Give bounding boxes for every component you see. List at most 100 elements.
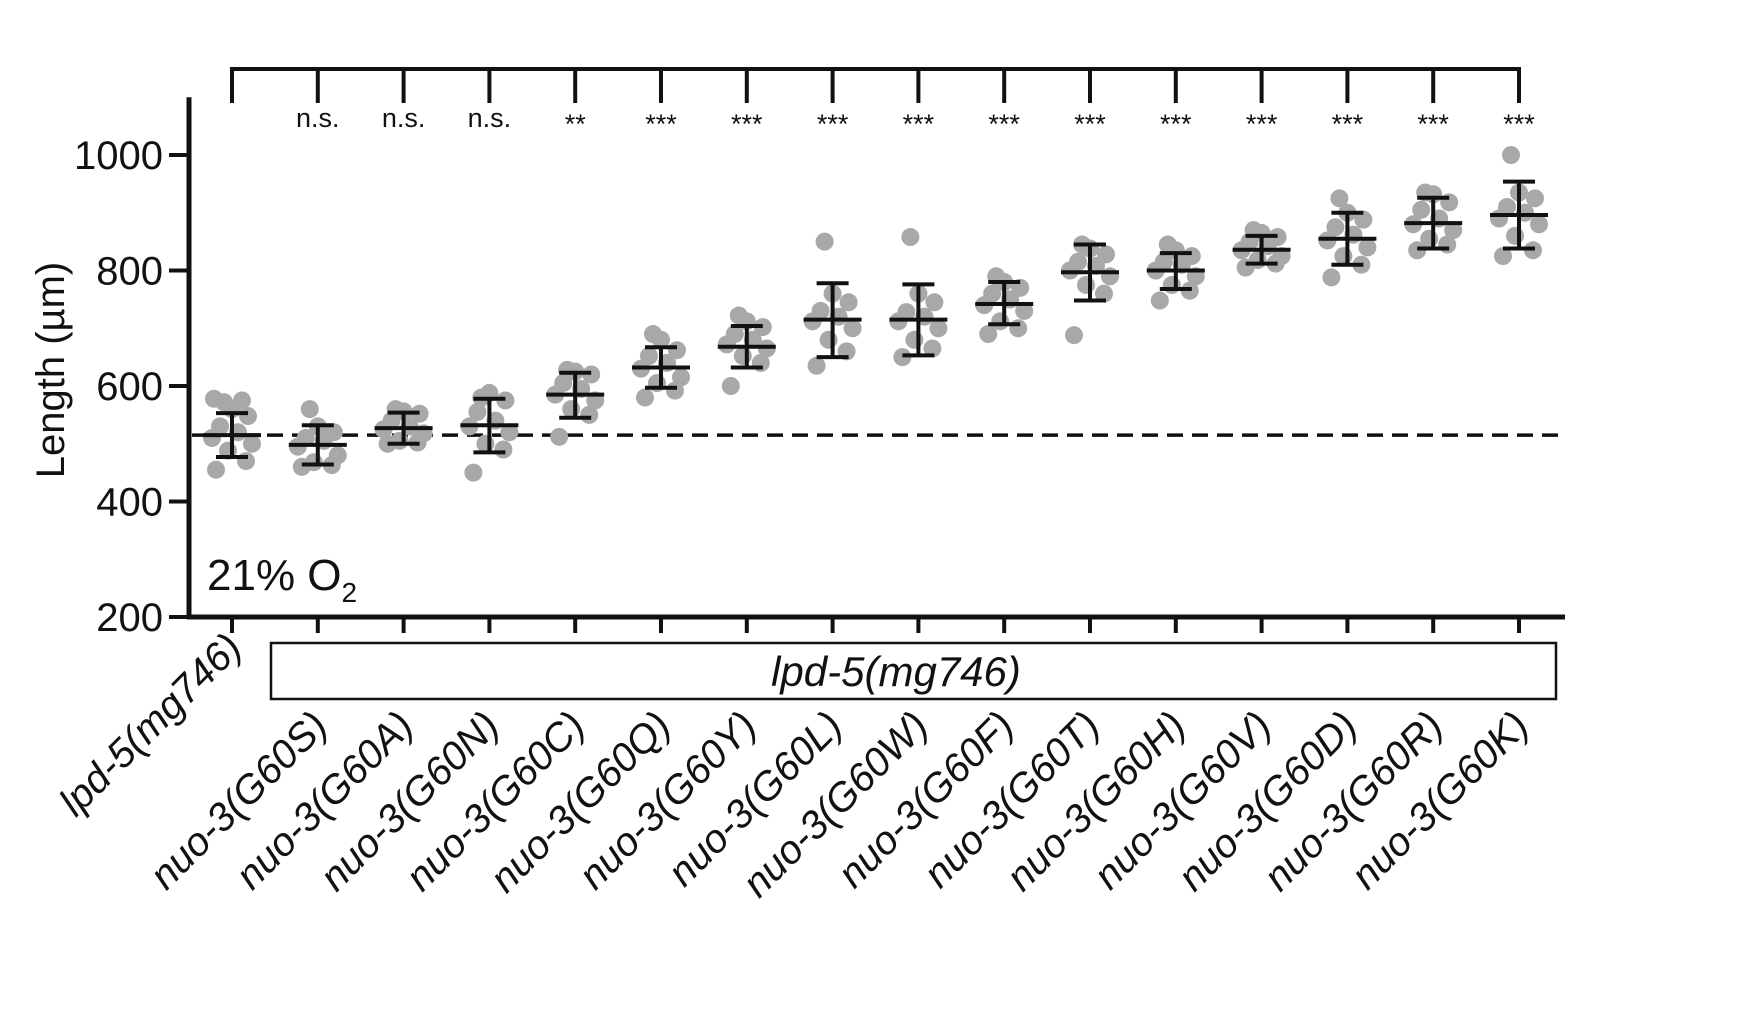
data-point	[1354, 210, 1373, 229]
data-point	[550, 427, 569, 446]
data-point	[328, 446, 347, 465]
data-point	[819, 330, 838, 349]
data-point	[815, 232, 834, 251]
data-point	[496, 391, 515, 410]
data-point	[233, 391, 251, 410]
significance-label: ***	[1503, 109, 1535, 139]
data-point	[500, 423, 519, 442]
data-point	[1334, 247, 1353, 266]
significance-label: n.s.	[382, 103, 426, 133]
data-point	[897, 303, 916, 322]
data-point	[636, 388, 654, 407]
significance-label: n.s.	[468, 103, 512, 133]
data-point	[1069, 252, 1087, 271]
data-point	[729, 306, 748, 325]
data-point	[1077, 275, 1095, 294]
significance-label: ***	[988, 109, 1020, 139]
data-point	[991, 312, 1010, 331]
y-axis: 200 400 600 800 1000	[74, 97, 1565, 640]
y-tick-label: 1000	[74, 134, 163, 178]
data-point	[300, 400, 319, 419]
condition-subscript: 2	[342, 577, 358, 608]
data-point	[1412, 200, 1431, 219]
significance-label: ***	[1074, 109, 1106, 139]
data-point	[1444, 221, 1463, 240]
data-point	[721, 377, 740, 395]
y-tick-label: 600	[96, 365, 163, 409]
data-point	[811, 301, 830, 320]
data-point	[1322, 268, 1341, 287]
significance-label: ***	[903, 109, 935, 139]
data-point	[243, 434, 261, 453]
data-point	[1326, 218, 1345, 237]
significance-label: ***	[1332, 109, 1364, 139]
data-point	[1498, 197, 1516, 216]
data-point	[901, 228, 920, 247]
data-point	[843, 319, 862, 338]
y-tick-label: 800	[96, 250, 163, 294]
y-tick-label: 200	[96, 596, 163, 640]
significance-labels: n.s. n.s. n.s. ** *** *** *** *** *** *** *** *** **…	[296, 103, 1535, 139]
data-point	[640, 346, 658, 365]
data-point	[304, 453, 323, 472]
y-tick-label: 400	[96, 481, 163, 525]
data-point	[1015, 301, 1034, 320]
data-point	[324, 423, 343, 442]
significance-label: ***	[731, 109, 763, 139]
data-point	[668, 341, 686, 360]
significance-label: **	[565, 109, 587, 139]
significance-label: ***	[645, 109, 677, 139]
data-point	[211, 417, 229, 436]
data-point	[1420, 229, 1439, 248]
data-point	[983, 284, 1002, 303]
data-point	[296, 428, 315, 447]
condition-prefix: 21% O	[207, 551, 342, 600]
data-point	[476, 434, 495, 453]
significance-label: ***	[1160, 109, 1192, 139]
data-point	[468, 402, 487, 421]
comparison-bracket	[230, 67, 1521, 103]
error-bars	[203, 179, 1548, 467]
data-point	[644, 325, 662, 344]
significance-label: ***	[1417, 109, 1449, 139]
data-point	[979, 325, 998, 344]
data-point	[1494, 247, 1512, 266]
data-point	[1330, 189, 1349, 208]
data-point	[923, 339, 942, 358]
group-label: lpd-5(mg746)	[771, 648, 1021, 695]
significance-label: n.s.	[296, 103, 340, 133]
data-point	[1065, 326, 1083, 345]
data-point	[1009, 319, 1028, 338]
data-point	[725, 325, 744, 344]
data-point	[464, 463, 483, 482]
data-point	[807, 356, 826, 375]
data-point	[1182, 247, 1201, 266]
data-point	[1502, 146, 1520, 164]
data-point	[207, 460, 225, 479]
data-point	[839, 293, 858, 312]
data-point	[1526, 189, 1544, 208]
condition-label: 21% O2	[207, 551, 357, 608]
y-axis-label: Length (µm)	[29, 262, 73, 478]
data-point	[1150, 291, 1169, 310]
data-point	[494, 440, 513, 459]
data-point	[1095, 284, 1113, 303]
data-point	[905, 330, 924, 349]
data-point	[1158, 235, 1177, 254]
significance-label: ***	[1246, 109, 1278, 139]
data-point	[1530, 215, 1548, 234]
data-point	[1162, 275, 1181, 294]
data-point	[1154, 252, 1173, 271]
significance-label: ***	[817, 109, 849, 139]
data-point	[1358, 238, 1377, 257]
data-point	[929, 319, 948, 338]
data-point	[925, 293, 944, 312]
data-point	[205, 389, 223, 408]
group-box	[269, 641, 1558, 701]
data-point	[239, 407, 257, 426]
data-point	[562, 400, 581, 419]
data-point	[733, 346, 752, 365]
data-point	[1506, 226, 1524, 245]
data-point	[237, 452, 255, 471]
